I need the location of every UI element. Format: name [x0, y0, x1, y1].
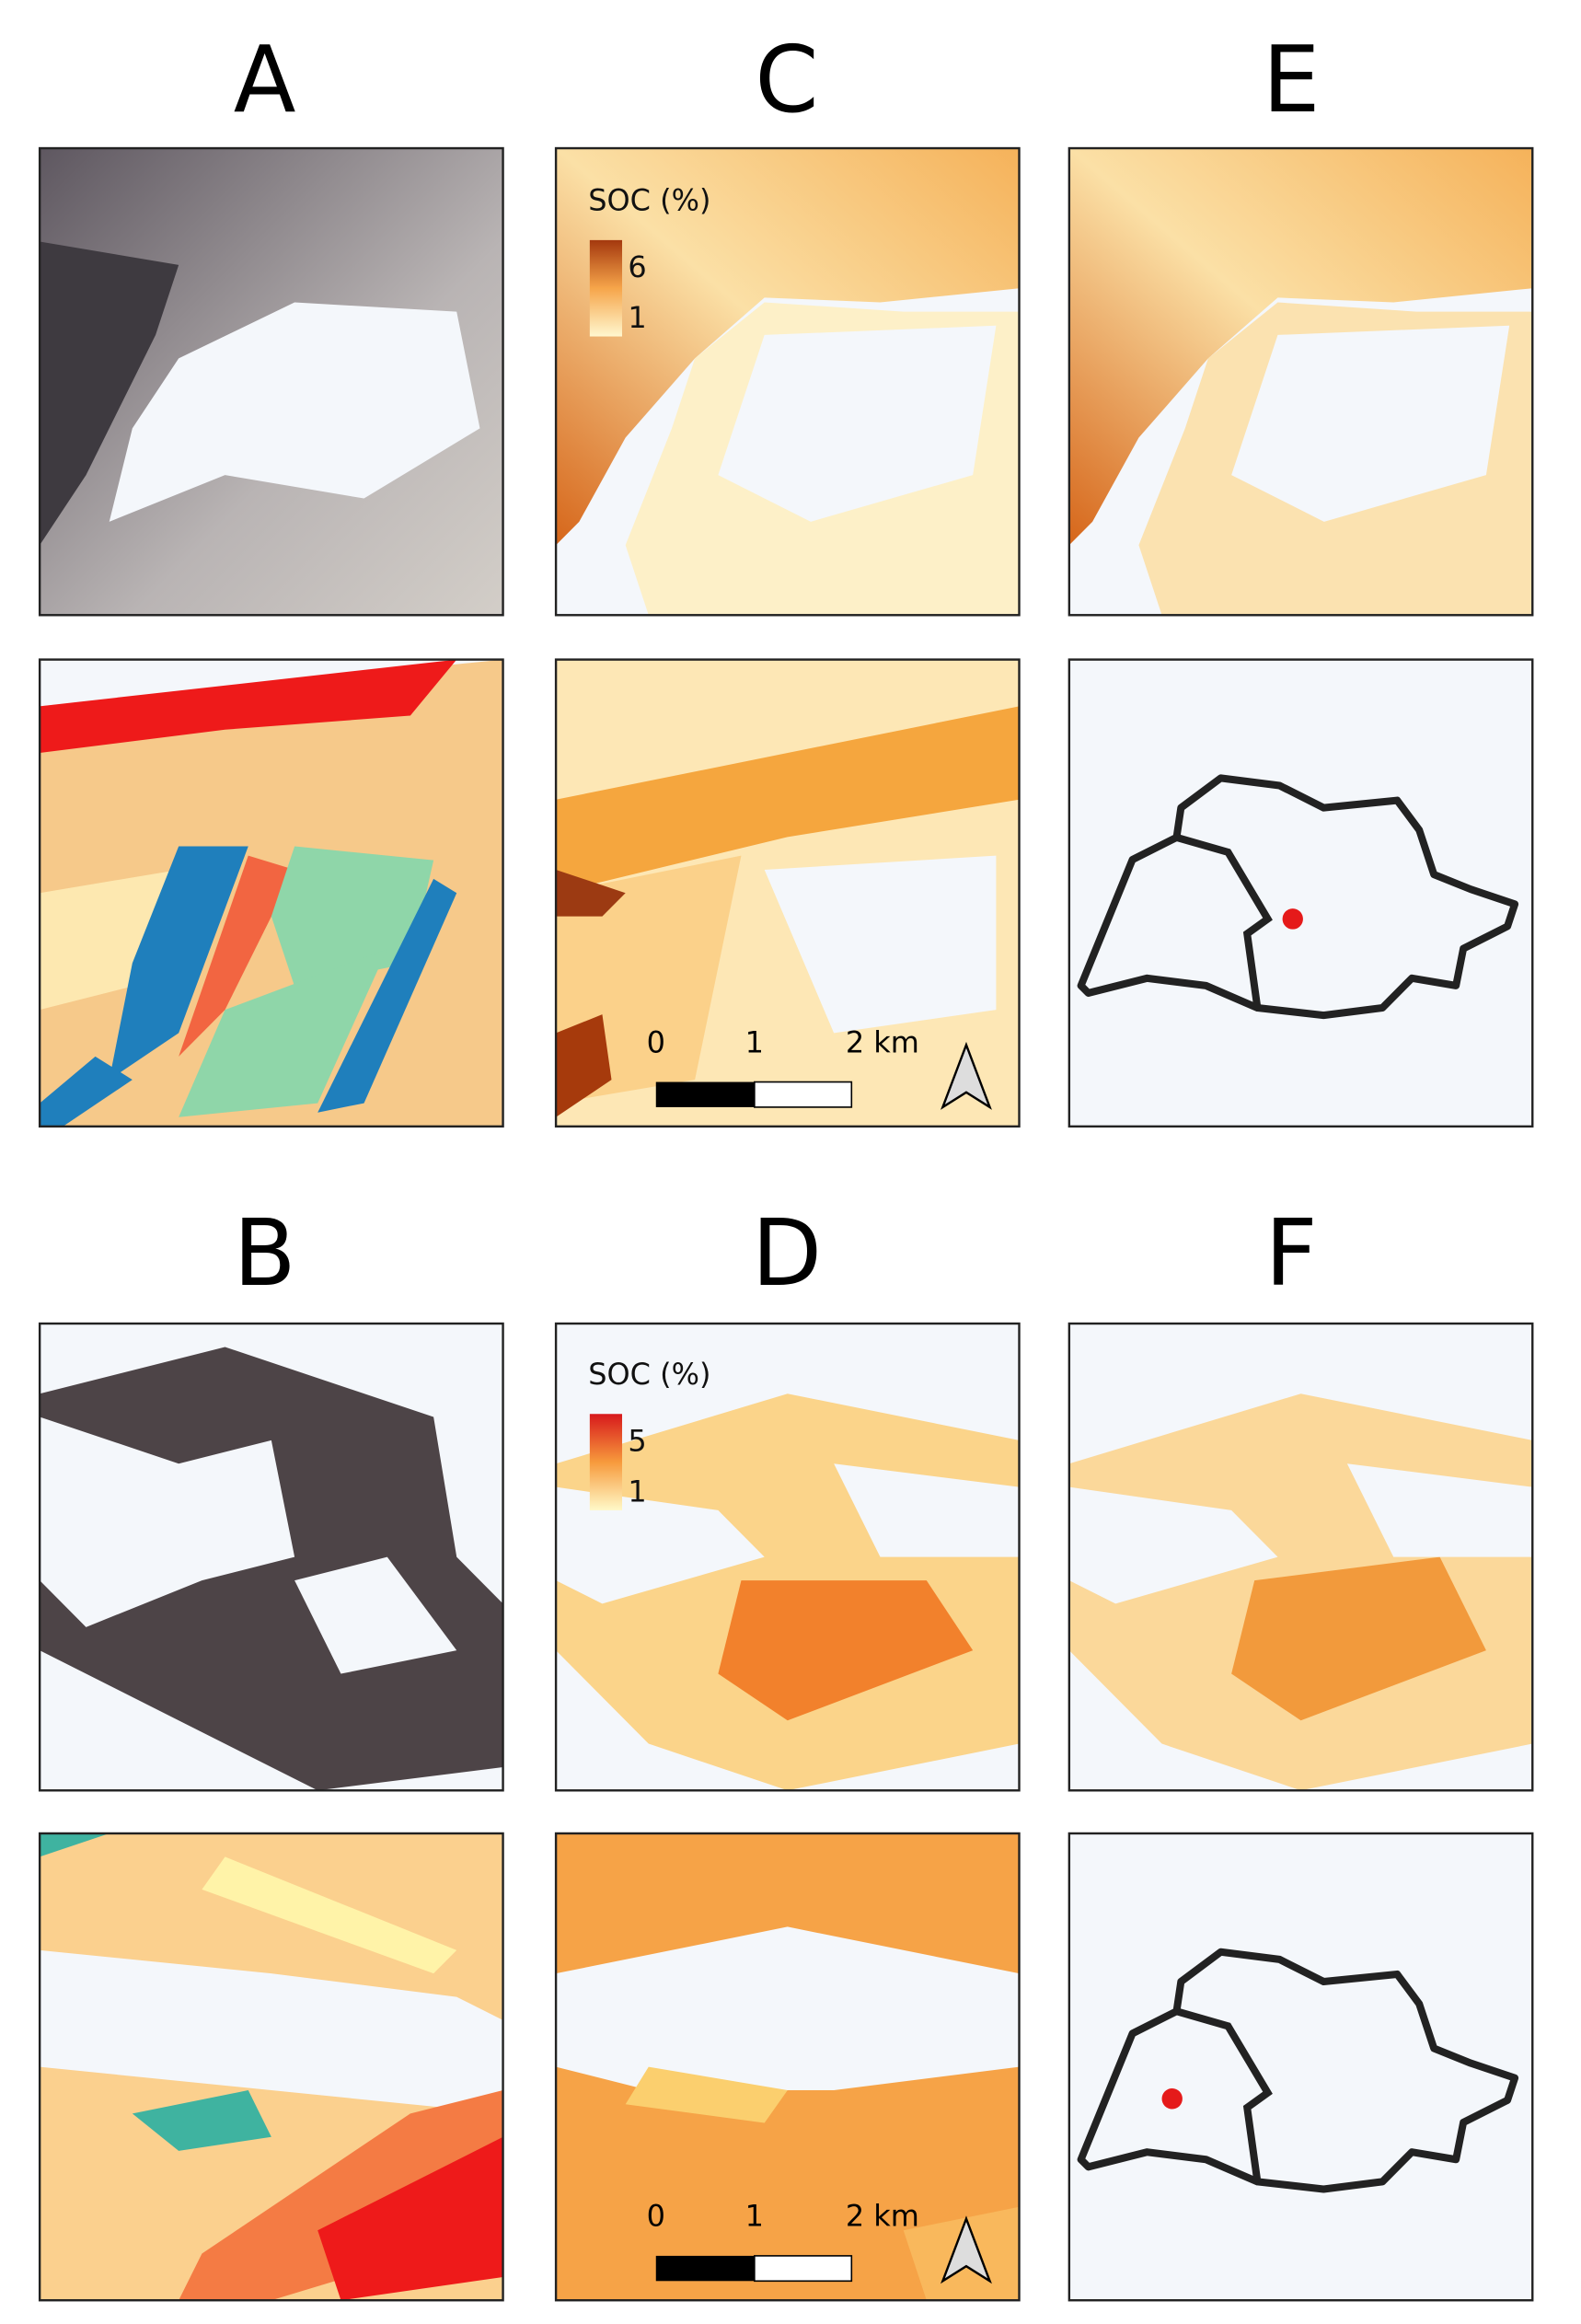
map-panel [1067, 146, 1534, 617]
region-border [1175, 2007, 1273, 2182]
map-region [40, 1833, 110, 1857]
map-region [40, 1416, 295, 1627]
panel-frame [554, 1832, 1021, 2302]
scale-tick: 0 [647, 2199, 665, 2234]
map-region [718, 1580, 974, 1721]
scale-tick: 1 [745, 1024, 764, 1059]
map-panel [1067, 658, 1534, 1128]
map-region [294, 1556, 457, 1674]
map-region [556, 869, 626, 917]
map-region [1346, 1463, 1533, 1557]
map-region [1068, 148, 1533, 546]
map-region [40, 1949, 503, 2114]
map-background [1068, 1833, 1533, 2301]
map-region [764, 855, 997, 1034]
north-arrow [941, 2215, 992, 2284]
legend-min: 1 [628, 300, 646, 335]
map-region [109, 302, 480, 522]
legend-max: 5 [628, 1423, 646, 1458]
scale-segment [754, 2255, 853, 2283]
scale-bar: 0 1 2 km [647, 2199, 992, 2284]
panel-frame [38, 1832, 504, 2302]
country-outline [1077, 774, 1519, 1020]
panel-letter: E [1263, 27, 1321, 133]
map-region [40, 1056, 133, 1127]
region-border [1175, 833, 1273, 1009]
map-region [179, 949, 387, 1117]
map-background [1068, 659, 1533, 1127]
map-region [556, 1926, 1020, 2091]
map-panel [38, 146, 504, 617]
legend-min: 1 [628, 1474, 646, 1509]
panel-frame [554, 1322, 1021, 1792]
map-panel [554, 1322, 1021, 1792]
map-region [556, 1486, 765, 1604]
scale-bar: 0 1 2 km [647, 1024, 992, 1110]
legend: SOC (%) 5 1 [588, 1357, 710, 1510]
map-panel [554, 1832, 1021, 2302]
scale-tick: 2 km [846, 2199, 919, 2234]
map-region [1231, 325, 1510, 522]
panel-letter: F [1265, 1201, 1318, 1307]
map-region [179, 855, 295, 1057]
map-region [317, 2136, 503, 2301]
country-outline [1077, 1948, 1519, 2193]
legend-ramp [589, 239, 623, 337]
panel-letter: D [752, 1201, 822, 1307]
panel-frame [554, 146, 1021, 617]
map-region [1068, 1486, 1278, 1604]
scale-segment [754, 1081, 853, 1108]
map-region [556, 1014, 612, 1117]
map-panel [38, 1832, 504, 2302]
map-region [834, 1463, 1020, 1557]
panel-letter: A [234, 27, 296, 133]
map-region [132, 2090, 271, 2151]
panel-frame [554, 658, 1021, 1128]
panel-frame [38, 1322, 504, 1792]
map-region [40, 241, 179, 546]
map-region [109, 846, 248, 1081]
panel-frame [38, 658, 504, 1128]
panel-frame [1067, 1322, 1534, 1792]
scale-tick: 2 km [846, 1024, 919, 1059]
scale-segment [655, 1081, 755, 1107]
panel-letter: B [234, 1201, 296, 1307]
map-panel [1067, 1322, 1534, 1792]
legend-title: SOC (%) [588, 1357, 710, 1392]
map-region [718, 325, 997, 522]
panel-frame [38, 146, 504, 617]
map-region [625, 2066, 788, 2123]
map-panel [38, 658, 504, 1128]
map-region [1231, 1556, 1486, 1721]
panel-frame [1067, 1832, 1534, 2302]
map-region [40, 869, 179, 1011]
panel-frame [1067, 146, 1534, 617]
panel-frame [1067, 658, 1534, 1128]
map-region [40, 659, 457, 754]
map-panel [1067, 1832, 1534, 2302]
legend-title: SOC (%) [588, 183, 710, 218]
panels [38, 146, 1534, 2302]
legend-ramp [589, 1414, 623, 1510]
legend-max: 6 [628, 249, 646, 284]
site-marker [1282, 908, 1303, 930]
north-arrow [941, 1041, 992, 1110]
map-region [556, 706, 1020, 894]
scale-tick: 0 [647, 1024, 665, 1059]
panel-letter: C [755, 27, 818, 133]
map-region [271, 846, 434, 987]
scale-segment [655, 2255, 755, 2282]
site-marker [1161, 2087, 1183, 2110]
map-region [317, 878, 457, 1113]
map-panel [38, 1322, 504, 1792]
map-panel [554, 146, 1021, 617]
legend: SOC (%) 6 1 [588, 183, 710, 337]
map-region [202, 1856, 457, 1974]
map-panel [554, 658, 1021, 1128]
map-region [556, 148, 1020, 546]
scale-tick: 1 [745, 2199, 764, 2234]
